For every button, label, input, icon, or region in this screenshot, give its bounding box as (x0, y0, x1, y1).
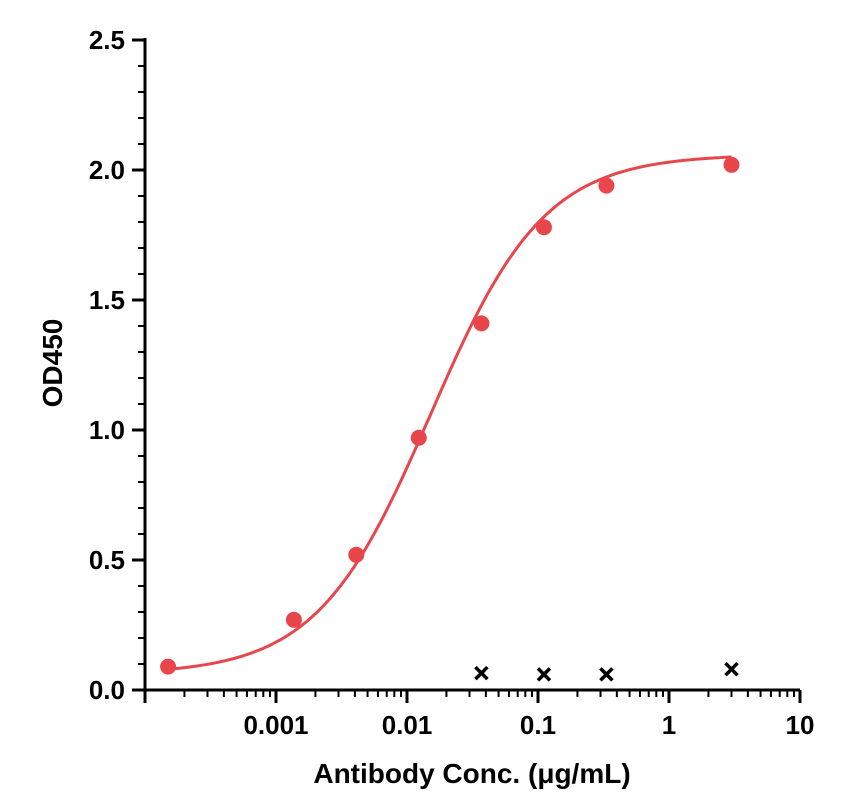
circle-data-point (410, 429, 427, 446)
y-tick-label: 2.5 (89, 25, 125, 55)
y-tick-label: 0.5 (89, 545, 125, 575)
x-tick-label: 0.1 (520, 710, 556, 740)
circle-data-point (473, 315, 490, 332)
cross-data-point (599, 667, 614, 682)
y-tick-label: 1.5 (89, 285, 125, 315)
fit-curve-layer (167, 155, 732, 671)
cross-stroke (599, 667, 614, 682)
circle-data-point (285, 611, 302, 628)
x-tick-label: 0.001 (243, 710, 308, 740)
cross-data-point (536, 667, 552, 682)
cross-data-point (724, 661, 739, 677)
y-tick-label: 1.0 (89, 415, 125, 445)
cross-stroke (724, 661, 739, 677)
axes: 0.0 0.5 1.0 1.5 2.0 2.5 0.001 0.01 0.1 1 10 (89, 25, 815, 740)
y-tick-label: 0.0 (89, 675, 125, 705)
x-tick-label: 1 (662, 710, 676, 740)
x-tick-label: 10 (786, 710, 815, 740)
fit-curve (167, 155, 732, 671)
circle-data-point (723, 156, 740, 173)
y-axis-title: OD450 (37, 319, 68, 408)
y-tick-label: 2.0 (89, 155, 125, 185)
cross-data-point (474, 665, 489, 681)
cross-stroke (474, 665, 489, 681)
cross-stroke (536, 667, 552, 682)
x-tick-label: 0.01 (382, 710, 433, 740)
circle-data-point (598, 177, 615, 194)
data-marks-layer (160, 156, 740, 682)
circle-data-point (348, 546, 365, 563)
circle-data-point (535, 219, 552, 236)
x-axis-title: Antibody Conc. (μg/mL) (313, 758, 630, 789)
circle-data-point (160, 658, 177, 675)
